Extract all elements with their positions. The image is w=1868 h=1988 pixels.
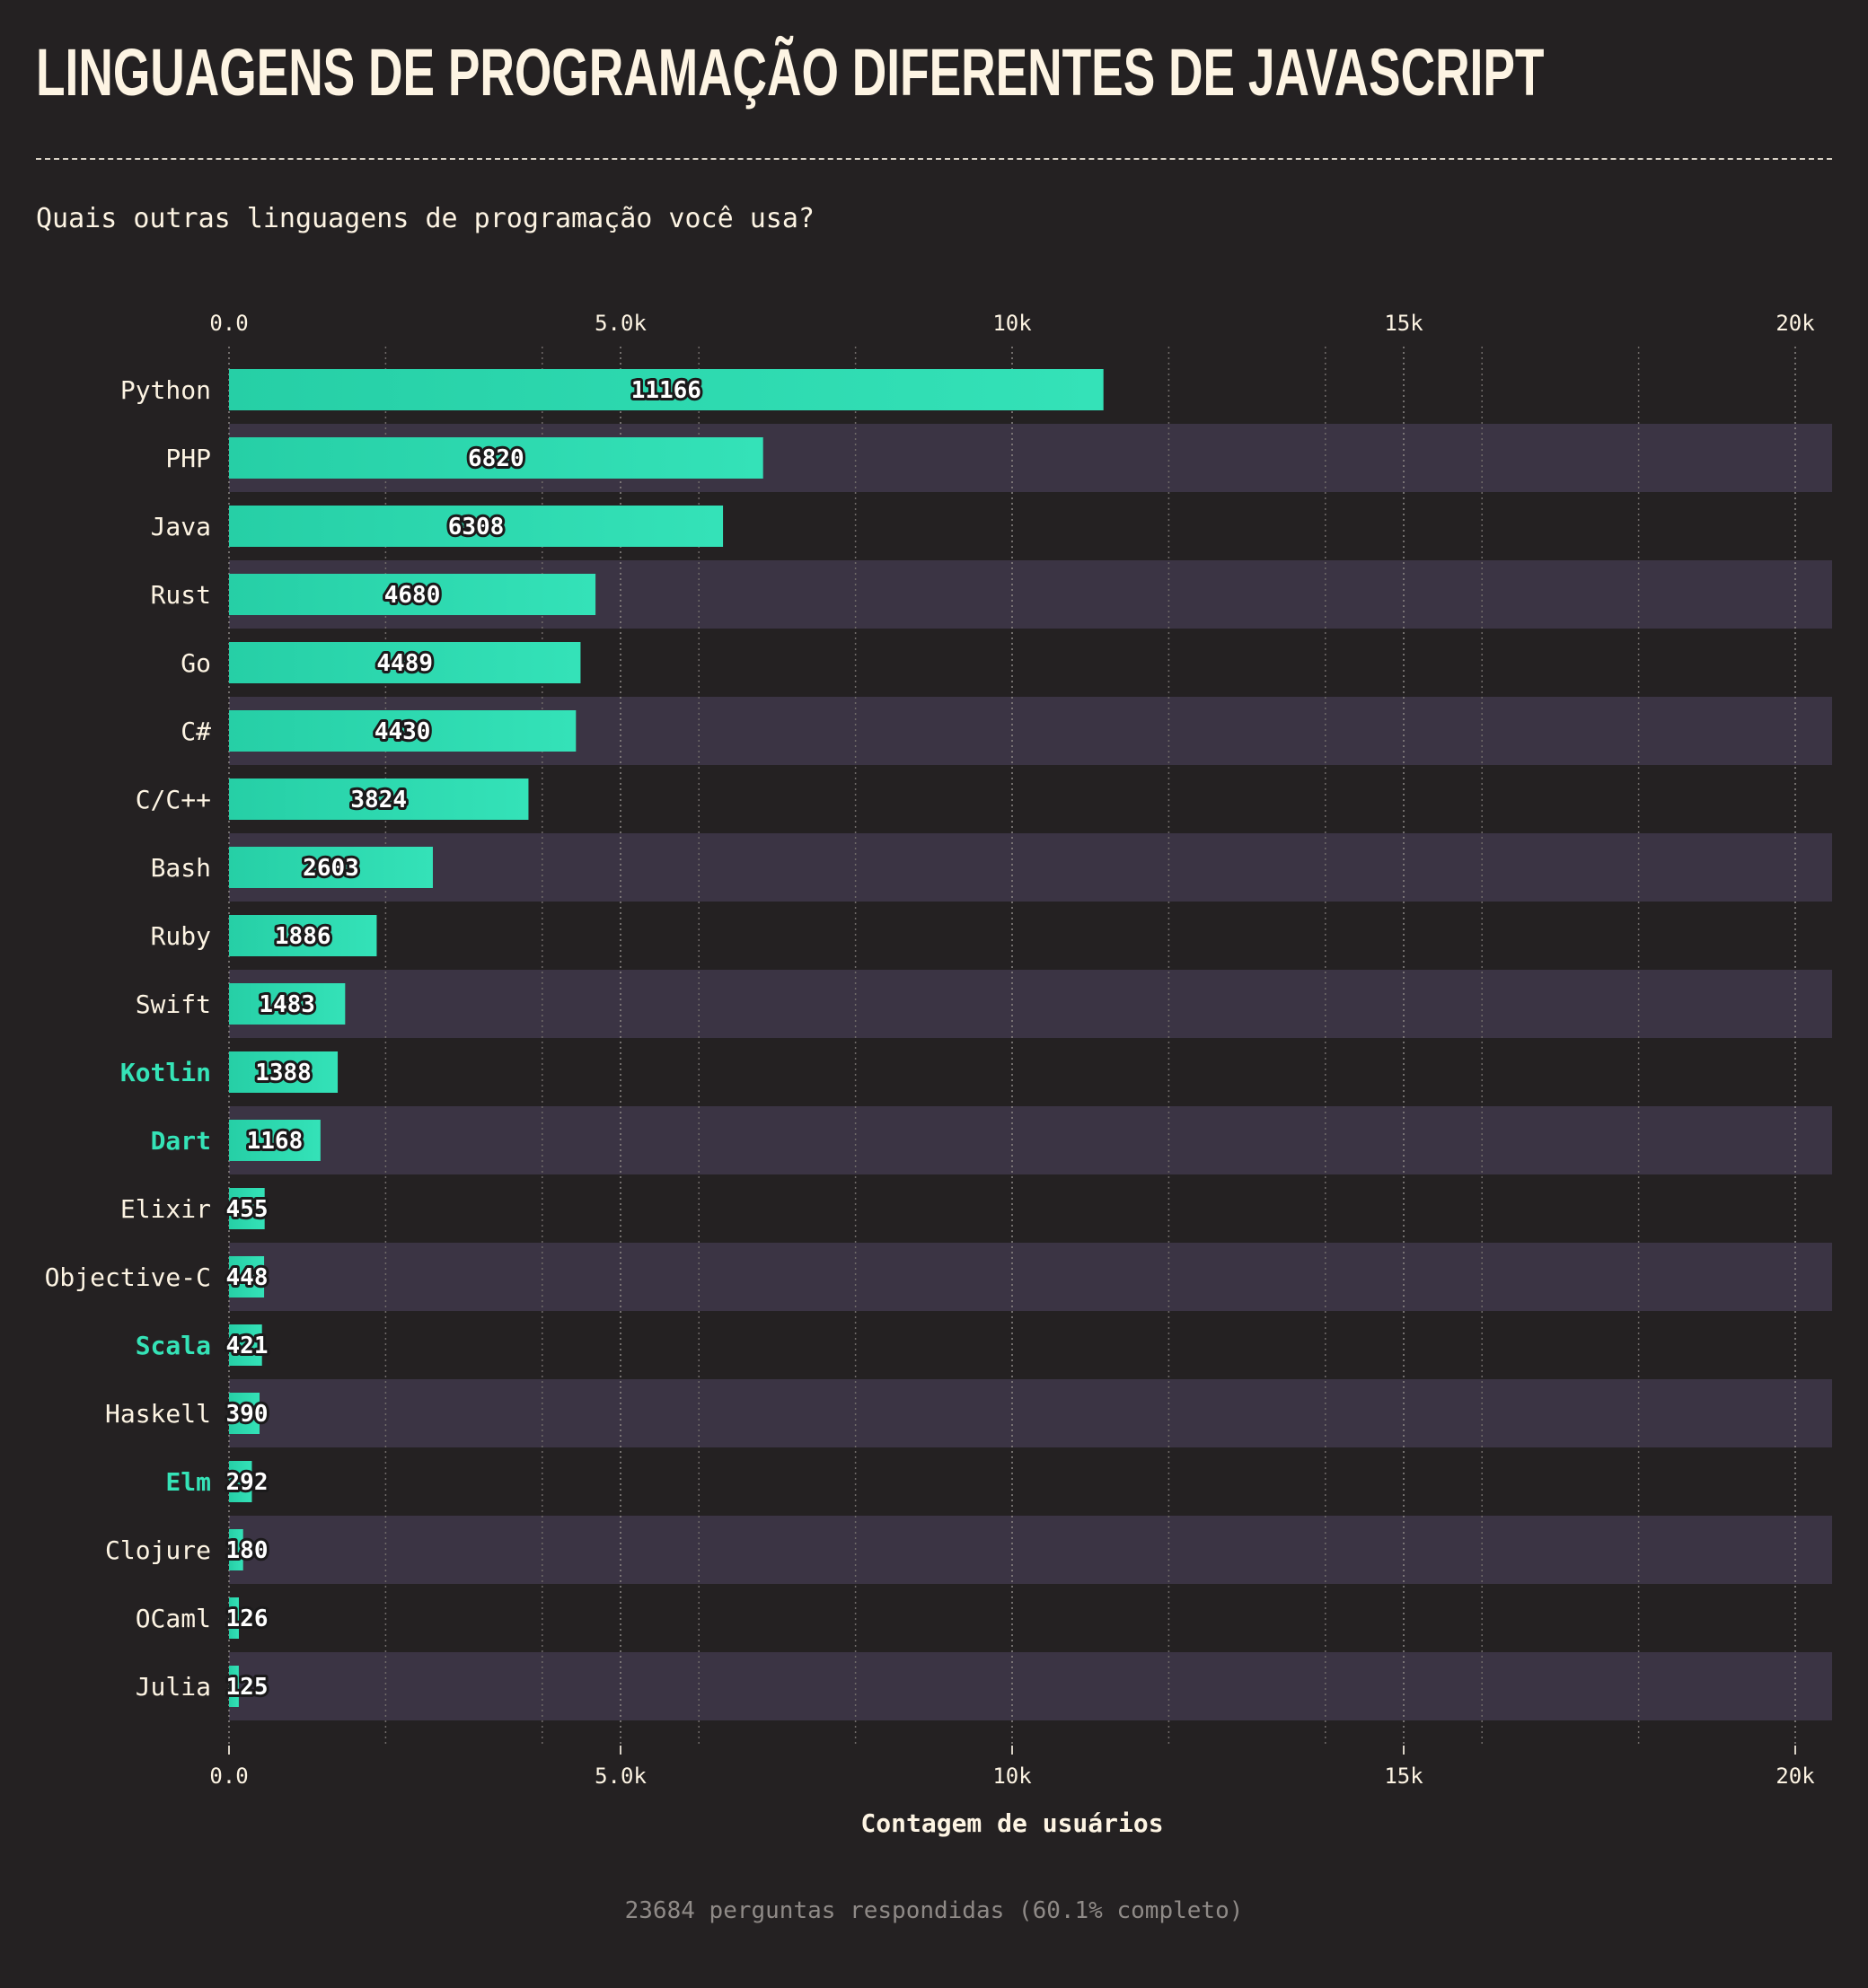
page-title: LINGUAGENS DE PROGRAMAÇÃO DIFERENTES DE … — [36, 35, 1545, 110]
bar-value-label: 1388 — [255, 1060, 312, 1086]
bar-value-label: 1483 — [259, 991, 315, 1018]
bar-value-label: 125 — [226, 1674, 269, 1701]
row-stripe — [229, 833, 1832, 902]
category-label: Elm — [165, 1467, 211, 1497]
category-label: PHP — [165, 444, 211, 473]
bar — [229, 1256, 265, 1297]
category-label: Dart — [151, 1126, 211, 1156]
row-stripe — [229, 970, 1832, 1038]
category-label: Java — [151, 512, 211, 541]
bar — [229, 1529, 243, 1570]
bar — [229, 574, 596, 615]
bar-value-label: 421 — [226, 1333, 269, 1359]
title-divider — [36, 158, 1832, 160]
x-tick-label-bottom: 5.0k — [595, 1764, 647, 1789]
category-label: Julia — [136, 1672, 211, 1702]
bar-value-label: 4680 — [384, 582, 441, 609]
bar — [229, 915, 377, 956]
category-label: Rust — [151, 580, 211, 610]
category-label: Swift — [136, 990, 211, 1019]
bar — [229, 847, 433, 888]
row-stripe — [229, 1516, 1832, 1584]
bar — [229, 1597, 239, 1639]
bar — [229, 710, 577, 752]
x-tick-label-top: 0.0 — [209, 311, 248, 336]
bar — [229, 506, 724, 547]
category-label: C/C++ — [136, 785, 211, 814]
bar-value-label: 4489 — [376, 650, 433, 677]
bar — [229, 642, 581, 683]
x-tick-label-top: 10k — [992, 311, 1032, 336]
bar — [229, 1188, 265, 1229]
bar-value-label: 4430 — [374, 718, 431, 745]
x-axis-title: Contagem de usuários — [860, 1808, 1163, 1838]
x-tick-label-top: 20k — [1775, 311, 1815, 336]
bar — [229, 437, 763, 479]
category-label: Python — [120, 375, 211, 405]
bar — [229, 778, 529, 820]
x-tick-label-top: 5.0k — [595, 311, 647, 336]
bar-value-label: 1886 — [275, 923, 331, 950]
bar-value-label: 292 — [226, 1469, 269, 1496]
bar — [229, 1393, 260, 1434]
bar-value-label: 455 — [226, 1196, 269, 1223]
bar-value-label: 448 — [226, 1264, 269, 1291]
bar-value-label: 1168 — [247, 1128, 304, 1155]
x-tick-label-bottom: 20k — [1775, 1764, 1815, 1789]
category-label: Ruby — [151, 921, 211, 951]
category-label: Elixir — [120, 1194, 211, 1224]
x-tick-label-bottom: 15k — [1384, 1764, 1423, 1789]
bar — [229, 983, 346, 1025]
category-label: Go — [181, 648, 211, 678]
bar-value-label: 3824 — [350, 787, 407, 814]
category-label: Bash — [151, 853, 211, 883]
x-tick-label-bottom: 10k — [992, 1764, 1032, 1789]
question-text: Quais outras linguagens de programação v… — [36, 203, 815, 234]
bar-value-label: 126 — [226, 1605, 269, 1632]
category-label: Scala — [136, 1331, 211, 1360]
category-label: Clojure — [105, 1535, 211, 1565]
bar-value-label: 11166 — [631, 377, 701, 404]
bar-chart: 0.0 0.0 5.0k 5.0k 10k 10k 15k 15k 20k 20k Python 11… — [45, 311, 1832, 1838]
bar-value-label: 6308 — [448, 514, 505, 541]
x-tick-label-bottom: 0.0 — [209, 1764, 248, 1789]
x-tick-label-top: 15k — [1384, 311, 1423, 336]
bar-value-label: 2603 — [303, 855, 359, 882]
row-stripe — [229, 1652, 1832, 1720]
bar — [229, 1461, 252, 1502]
row-stripe — [229, 1106, 1832, 1174]
row-stripe — [229, 1379, 1832, 1447]
response-count-footer: 23684 perguntas respondidas (60.1% compl… — [624, 1897, 1244, 1924]
row-stripe — [229, 1243, 1832, 1311]
bar-value-label: 180 — [226, 1537, 269, 1564]
bar — [229, 1120, 321, 1161]
category-label: OCaml — [136, 1604, 211, 1633]
bar-value-label: 6820 — [468, 445, 524, 472]
bar — [229, 1051, 339, 1093]
category-label: C# — [181, 717, 211, 746]
bar — [229, 369, 1104, 410]
bar-value-label: 390 — [226, 1401, 269, 1428]
category-label: Haskell — [105, 1399, 211, 1429]
category-label: Objective-C — [45, 1262, 211, 1292]
bar — [229, 1666, 239, 1707]
bar — [229, 1324, 262, 1366]
category-label: Kotlin — [120, 1058, 211, 1087]
